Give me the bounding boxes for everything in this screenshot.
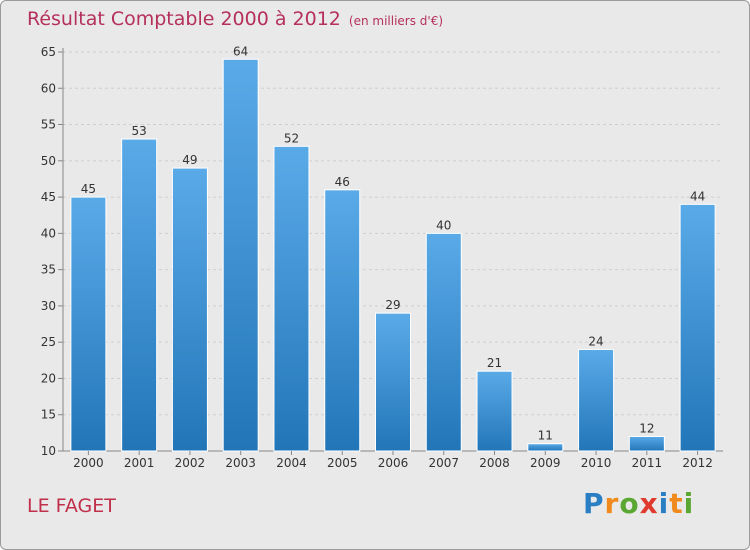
bar-value-label: 24 (588, 334, 603, 348)
bar-value-label: 12 (639, 421, 654, 435)
logo-letter: o (619, 487, 640, 520)
chart-title: Résultat Comptable 2000 à 2012 (en millie… (27, 8, 443, 30)
bar (527, 443, 564, 452)
bar (425, 232, 462, 452)
chart-title-text: Résultat Comptable 2000 à 2012 (27, 8, 341, 30)
y-tick-label: 30 (41, 299, 56, 313)
bar (375, 312, 411, 452)
bar (476, 370, 513, 452)
y-tick-label: 10 (41, 444, 56, 458)
x-tick-label: 2004 (276, 456, 307, 470)
bar (578, 348, 615, 452)
logo-letter: t (669, 487, 684, 520)
bar-value-label: 49 (182, 153, 197, 167)
bar (171, 167, 208, 452)
y-tick-label: 40 (41, 226, 56, 240)
bar (222, 58, 259, 452)
bar (679, 203, 716, 452)
bar-value-label: 52 (284, 131, 299, 145)
bar (121, 138, 158, 452)
bar-value-label: 46 (335, 175, 350, 189)
y-tick-label: 25 (41, 335, 56, 349)
x-tick-label: 2012 (682, 456, 713, 470)
logo-letter: x (639, 487, 659, 520)
logo-letter: i (683, 487, 695, 520)
x-tick-label: 2009 (530, 456, 561, 470)
bar-value-label: 29 (385, 298, 400, 312)
logo-letter: r (604, 487, 620, 520)
bar (273, 145, 310, 452)
logo-letter: P (583, 487, 605, 520)
bar-value-label: 21 (487, 356, 502, 370)
y-tick-label: 20 (41, 371, 56, 385)
bar (628, 435, 665, 452)
bar-value-label: 53 (132, 124, 147, 138)
logo-letter: i (658, 487, 670, 520)
bar-value-label: 40 (436, 218, 451, 232)
x-tick-label: 2001 (124, 456, 155, 470)
x-tick-label: 2007 (428, 456, 459, 470)
y-tick-label: 65 (41, 45, 56, 59)
x-tick-label: 2008 (479, 456, 510, 470)
bar (324, 189, 361, 452)
y-tick-label: 35 (41, 263, 56, 277)
commune-name: LE FAGET (27, 495, 116, 517)
x-tick-label: 2011 (632, 456, 663, 470)
x-tick-label: 2005 (327, 456, 358, 470)
bar-value-label: 44 (690, 189, 705, 203)
y-tick-label: 50 (41, 154, 56, 168)
y-tick-label: 55 (41, 118, 56, 132)
y-tick-label: 45 (41, 190, 56, 204)
x-tick-label: 2003 (225, 456, 256, 470)
y-tick-label: 60 (41, 81, 56, 95)
x-tick-label: 2002 (175, 456, 206, 470)
y-tick-label: 15 (41, 408, 56, 422)
bar-value-label: 11 (538, 429, 553, 443)
bar-value-label: 45 (81, 182, 96, 196)
bar-value-label: 64 (233, 44, 248, 58)
proxiti-logo: Proxiti (583, 487, 694, 520)
bar (70, 196, 107, 452)
x-tick-label: 2000 (73, 456, 104, 470)
x-tick-label: 2010 (581, 456, 612, 470)
x-tick-label: 2006 (378, 456, 409, 470)
chart-subtitle: (en milliers d'€) (348, 14, 444, 28)
